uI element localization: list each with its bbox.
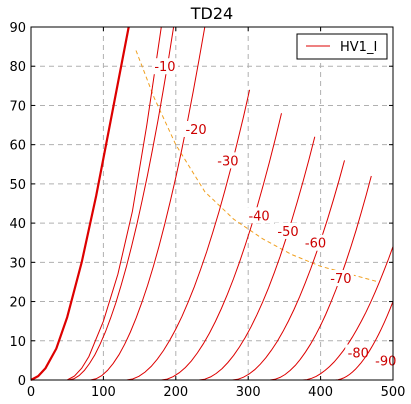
- curve-label: -40: [248, 209, 269, 224]
- curve-label: -50: [277, 225, 298, 240]
- family-curve: [161, 113, 282, 381]
- curve-label: -60: [305, 237, 326, 252]
- curve-label-bg: [327, 270, 354, 287]
- y-tick-label: 60: [9, 139, 26, 154]
- axes-frame: [30, 26, 394, 381]
- curve-label: -10: [154, 60, 175, 75]
- curve-label-bg: [214, 152, 241, 169]
- curve-label: -80: [348, 347, 369, 362]
- y-tick-label: 40: [9, 217, 26, 232]
- y-tick-label: 70: [9, 99, 26, 114]
- x-tick-label: 0: [27, 385, 35, 400]
- chart-title: TD24: [190, 4, 233, 23]
- y-tick-label: 10: [9, 335, 26, 350]
- curve-label-bg: [246, 207, 273, 224]
- curve-label: -70: [330, 272, 351, 287]
- y-tick-label: 50: [9, 178, 26, 193]
- family-curve: [269, 175, 372, 381]
- x-tick-label: 300: [236, 385, 261, 400]
- series-line: [30, 26, 130, 381]
- curve-label: -20: [185, 123, 206, 138]
- curve-label-bg: [275, 222, 302, 239]
- curve-label-bg: [183, 120, 210, 137]
- curve-label-bg: [151, 58, 178, 75]
- x-tick-label: 500: [381, 385, 406, 400]
- family-curve: [68, 26, 175, 381]
- y-tick-label: 30: [9, 256, 26, 271]
- family-curve: [335, 301, 394, 381]
- curve-label-bg: [302, 234, 329, 251]
- curve-label: -30: [217, 154, 238, 169]
- family-curve: [232, 160, 345, 381]
- family-curve: [126, 89, 251, 381]
- curve-label-bg: [372, 352, 399, 369]
- x-tick-label: 200: [163, 385, 188, 400]
- series-line: [66, 26, 162, 381]
- curve-label: -90: [375, 354, 396, 369]
- family-curve: [302, 246, 394, 381]
- y-tick-label: 20: [9, 296, 26, 311]
- curve-label-bg: [345, 344, 372, 361]
- x-tick-label: 100: [91, 385, 116, 400]
- x-tick-label: 400: [308, 385, 333, 400]
- y-tick-label: 0: [18, 374, 26, 389]
- y-tick-label: 90: [9, 21, 26, 36]
- family-curve: [198, 136, 316, 381]
- y-tick-label: 80: [9, 60, 26, 75]
- legend-label: HV1_I: [340, 40, 377, 55]
